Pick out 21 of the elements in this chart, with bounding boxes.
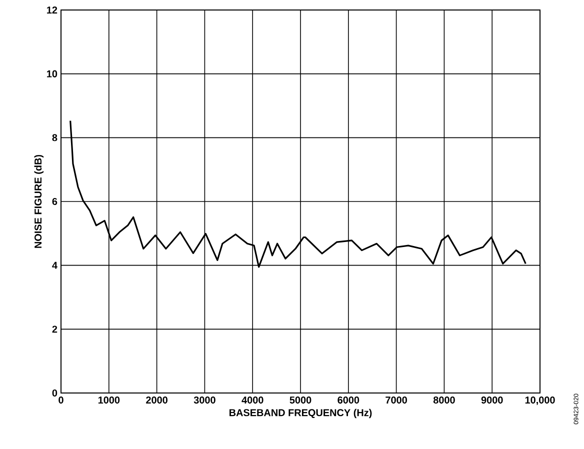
y-tick-label: 4 xyxy=(52,262,58,269)
x-tick-label: 9000 xyxy=(481,396,503,404)
y-tick-label: 8 xyxy=(52,134,58,142)
x-tick-label: 3000 xyxy=(194,396,216,404)
y-tick-label: 6 xyxy=(52,198,58,206)
x-tick-label: 0 xyxy=(58,396,64,404)
y-tick-label: 12 xyxy=(47,6,58,14)
x-tick-label: 4000 xyxy=(242,396,264,404)
x-tick-label: 2000 xyxy=(146,396,168,404)
y-tick-label: 0 xyxy=(52,389,58,397)
line-series xyxy=(70,120,526,268)
x-axis-title: BASEBAND FREQUENCY (Hz) xyxy=(229,408,372,418)
y-tick-label: 10 xyxy=(47,70,58,78)
x-tick-label: 7000 xyxy=(386,396,407,404)
x-tick-label: 10,000 xyxy=(525,396,555,406)
y-axis-title: NOISE FIGURE (dB) xyxy=(34,154,44,248)
x-tick-label: 8000 xyxy=(433,396,455,404)
x-tick-label: 6000 xyxy=(338,396,360,404)
x-tick-label: 1000 xyxy=(98,396,120,404)
y-tick-label: 2 xyxy=(52,326,58,333)
x-tick-label: 5000 xyxy=(290,396,312,404)
